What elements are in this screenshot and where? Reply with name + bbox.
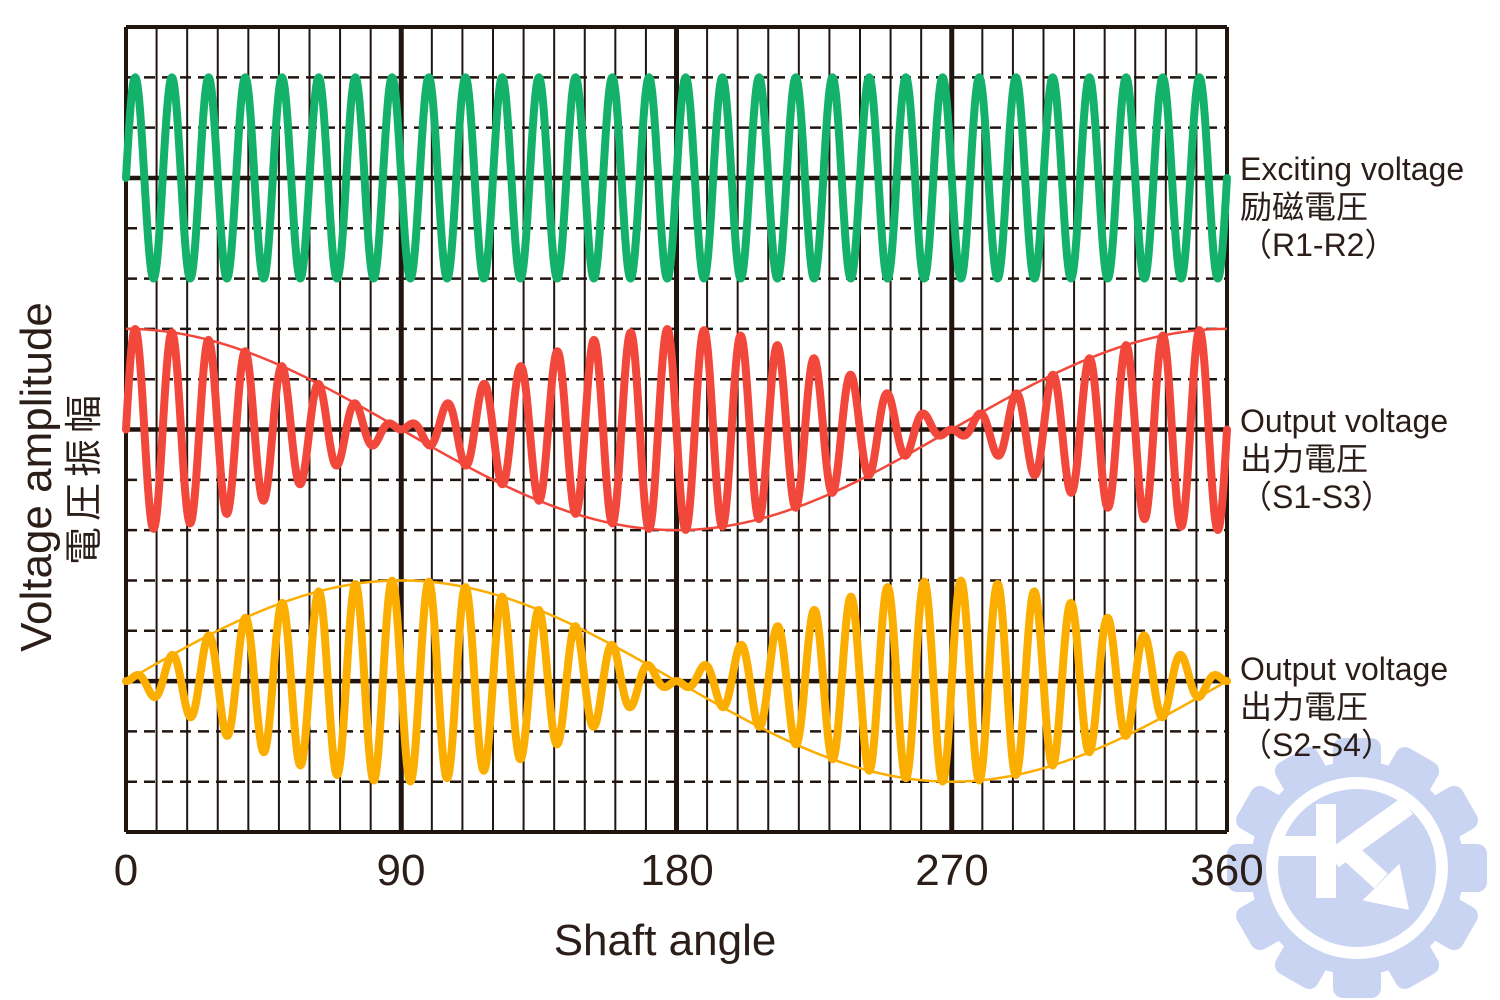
- series-title-ja: 出力電圧: [1240, 441, 1369, 477]
- series-title: Output voltage: [1240, 403, 1449, 439]
- series-label-output-voltage-s2-s4: Output voltage 出力電圧 （S2-S4）: [1240, 650, 1495, 764]
- y-axis-label-japanese: 電圧振幅: [64, 389, 106, 566]
- y-axis-label-english: Voltage amplitude: [12, 302, 61, 652]
- waveform-output-1: [122, 325, 1231, 534]
- x-tick-360: 360: [1190, 846, 1264, 895]
- series-terminals: （R1-R2）: [1240, 227, 1397, 263]
- x-tick-0: 0: [113, 846, 139, 895]
- x-tick-270: 270: [915, 846, 989, 895]
- envelope-line-2: [125, 579, 1228, 783]
- series-title: Exciting voltage: [1240, 151, 1465, 187]
- series-label-output-voltage-s1-s3: Output voltage 出力電圧 （S1-S3）: [1240, 402, 1495, 516]
- series-terminals: （S1-S3）: [1240, 479, 1393, 515]
- x-tick-90: 90: [376, 846, 426, 895]
- series-title: Output voltage: [1240, 651, 1449, 687]
- series-title-ja: 出力電圧: [1240, 689, 1369, 725]
- x-tick-180: 180: [640, 846, 714, 895]
- series-title-ja: 励磁電圧: [1240, 189, 1369, 225]
- brand-watermark-gear-icon: [1227, 738, 1487, 998]
- y-axis-label: Voltage amplitude 電圧振幅: [12, 97, 108, 857]
- waveform-exciting: [122, 73, 1231, 283]
- series-terminals: （S2-S4）: [1240, 727, 1393, 763]
- series-label-exciting-voltage: Exciting voltage 励磁電圧 （R1-R2）: [1240, 150, 1495, 264]
- x-axis-title: Shaft angle: [553, 916, 777, 965]
- envelope-line-1: [125, 327, 1228, 532]
